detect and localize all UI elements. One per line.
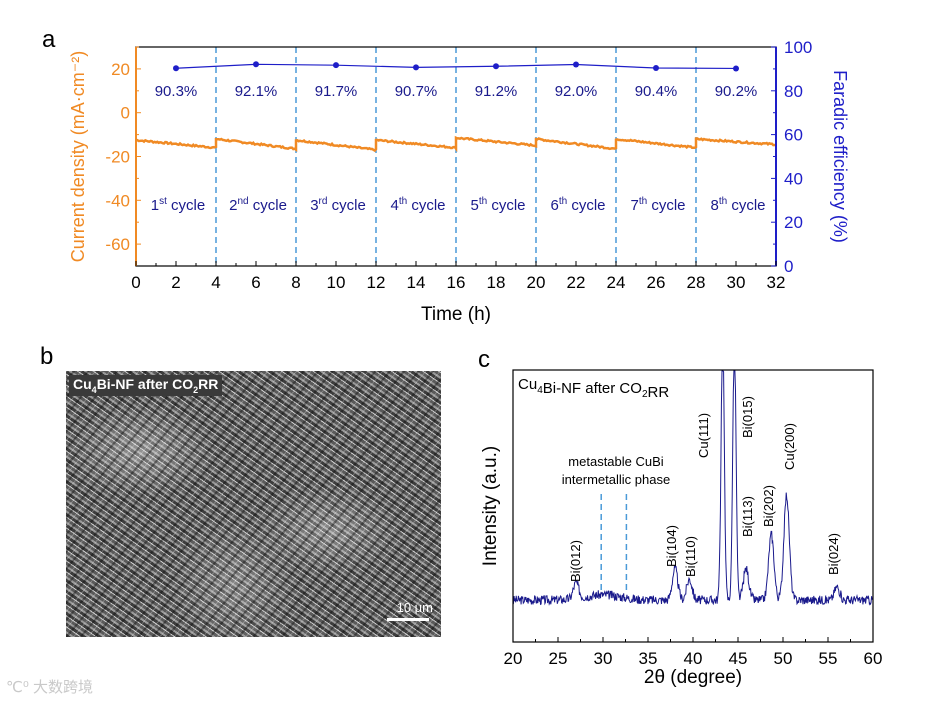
y-left-axis-title: Current density (mA·cm⁻²) (68, 51, 88, 263)
x-tick-label-a: 22 (567, 273, 586, 292)
x-tick-label-a: 28 (687, 273, 706, 292)
x-tick-label-a: 6 (251, 273, 260, 292)
xrd-pattern-line (512, 370, 873, 606)
x-axis-title-c: 2θ (degree) (644, 667, 742, 688)
sem-texture (66, 371, 441, 637)
fe-value-label-1: 90.3% (155, 83, 198, 100)
y-left-tick-label: 0 (121, 104, 130, 123)
fe-point-8 (733, 65, 739, 72)
scale-bar (387, 618, 429, 621)
y-right-tick-label: 20 (784, 213, 803, 232)
x-tick-label-a: 12 (367, 273, 386, 292)
fe-value-label-7: 90.4% (635, 83, 678, 100)
scale-bar-label: 10 μm (396, 600, 433, 615)
x-tick-label-c: 45 (729, 649, 748, 668)
y-left-tick-label: -40 (105, 191, 130, 210)
fe-point-3 (333, 62, 339, 69)
y-axis-title-c: Intensity (a.u.) (480, 446, 501, 566)
panel-label-a: a (42, 26, 56, 53)
plot-frame-c (512, 369, 874, 643)
current-density-line (136, 135, 777, 153)
x-tick-label-c: 50 (774, 649, 793, 668)
y-left-tick-label: -60 (105, 235, 130, 254)
cycle-label-1: 1st cycle (151, 196, 205, 214)
fe-value-label-2: 92.1% (235, 83, 278, 100)
fe-point-4 (413, 64, 419, 71)
fe-value-label-6: 92.0% (555, 83, 598, 100)
y-right-tick-label: 80 (784, 82, 803, 101)
fe-point-7 (653, 65, 659, 72)
cycle-label-3: 3rd cycle (310, 196, 366, 214)
sem-caption: Cu4Bi-NF after CO2RR (69, 375, 223, 396)
cycle-label-7: 7th cycle (630, 196, 685, 214)
peak-label-8: Cu(200) (782, 423, 797, 470)
x-tick-label-a: 8 (291, 273, 300, 292)
x-tick-label-c: 20 (504, 649, 523, 668)
x-tick-label-c: 35 (639, 649, 658, 668)
x-tick-label-a: 0 (131, 273, 140, 292)
x-tick-label-a: 32 (767, 273, 786, 292)
y-left-tick-label: -20 (105, 148, 130, 167)
cycle-label-2: 2nd cycle (229, 196, 287, 214)
y-left-tick-label: 20 (111, 60, 130, 79)
peak-label-3: Bi(110) (683, 536, 698, 577)
peak-label-9: Bi(024) (826, 533, 841, 575)
y-right-tick-label: 0 (784, 257, 793, 276)
cycle-label-4: 4th cycle (390, 196, 445, 214)
peak-label-2: Bi(104) (664, 525, 679, 567)
fe-value-label-5: 91.2% (475, 83, 518, 100)
x-tick-label-c: 60 (864, 649, 883, 668)
fe-point-6 (573, 61, 579, 68)
y-right-tick-label: 60 (784, 126, 803, 145)
y-right-tick-label: 40 (784, 169, 803, 188)
cycle-label-5: 5th cycle (470, 196, 525, 214)
peak-label-4: Cu(111) (696, 413, 711, 458)
chart-c-title: Cu4Bi-NF after CO2RR (518, 376, 669, 401)
x-tick-label-a: 16 (447, 273, 466, 292)
x-tick-label-a: 14 (407, 273, 426, 292)
chart-a: 90.3% 92.1% 91.7% 90.7% 91.2% 92.0% 90.4% 90.2%… (68, 38, 850, 325)
watermark: ℃⁰ 大数跨境 (6, 679, 94, 696)
x-tick-label-a: 20 (527, 273, 546, 292)
x-tick-label-c: 25 (549, 649, 568, 668)
peak-label-1: Bi(012) (568, 540, 583, 582)
x-tick-label-c: 40 (684, 649, 703, 668)
fe-point-1 (173, 65, 179, 72)
x-tick-label-c: 55 (819, 649, 838, 668)
phase-annotation-line2: intermetallic phase (562, 472, 670, 487)
y-right-tick-label: 100 (784, 38, 812, 57)
x-tick-label-a: 2 (171, 273, 180, 292)
fe-value-label-4: 90.7% (395, 83, 438, 100)
fe-point-5 (493, 63, 499, 70)
panel-label-b: b (40, 343, 54, 370)
fe-point-2 (253, 61, 259, 68)
fe-line (175, 63, 737, 70)
peak-label-5: Bi(015) (740, 396, 755, 438)
panel-label-c: c (478, 346, 490, 373)
peak-label-6: Bi(113) (740, 496, 755, 537)
x-tick-label-a: 10 (327, 273, 346, 292)
x-tick-label-c: 30 (594, 649, 613, 668)
y-right-axis-title: Faradic efficiency (%) (830, 70, 850, 243)
x-tick-label-a: 26 (647, 273, 666, 292)
x-tick-label-a: 24 (607, 273, 626, 292)
x-tick-label-a: 4 (211, 273, 220, 292)
fe-value-label-8: 90.2% (715, 83, 758, 100)
x-tick-label-a: 18 (487, 273, 506, 292)
fe-value-label-3: 91.7% (315, 83, 358, 100)
cycle-label-6: 6th cycle (550, 196, 605, 214)
x-axis-title-a: Time (h) (421, 304, 491, 325)
cycle-label-8: 8th cycle (710, 196, 765, 214)
phase-annotation-line1: metastable CuBi (568, 454, 663, 469)
sem-image: Cu4Bi-NF after CO2RR 10 μm (66, 371, 441, 637)
x-tick-label-a: 30 (727, 273, 746, 292)
peak-label-7: Bi(202) (761, 485, 776, 527)
